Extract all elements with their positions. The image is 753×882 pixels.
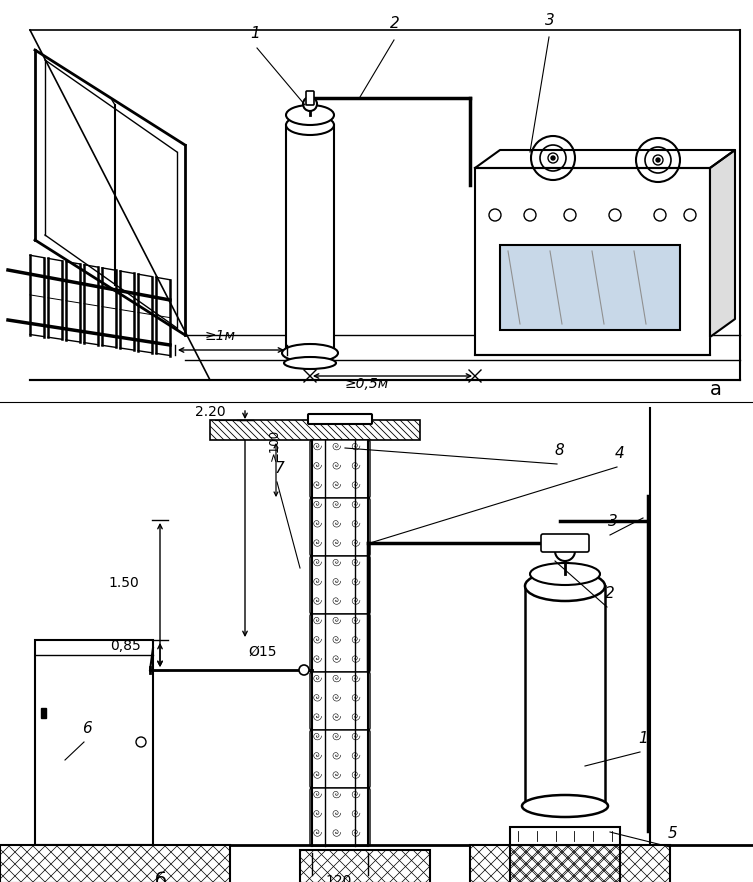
Circle shape [524, 209, 536, 221]
Text: 2: 2 [390, 16, 400, 31]
Bar [0, 845, 230, 882]
Text: 6: 6 [82, 721, 92, 736]
Text: 2.20: 2.20 [195, 405, 226, 419]
Bar [41, 708, 46, 718]
FancyBboxPatch shape [310, 498, 370, 556]
Text: 8: 8 [555, 443, 565, 458]
Text: 120: 120 [325, 874, 352, 882]
Circle shape [136, 737, 146, 747]
Circle shape [555, 541, 575, 561]
Polygon shape [710, 150, 735, 337]
Bar [510, 845, 620, 882]
Bar [35, 640, 153, 845]
FancyBboxPatch shape [306, 91, 314, 105]
Ellipse shape [286, 115, 334, 135]
Text: 1.50: 1.50 [108, 576, 139, 590]
FancyBboxPatch shape [310, 672, 370, 730]
FancyBboxPatch shape [310, 730, 370, 788]
Bar [300, 850, 430, 882]
Circle shape [656, 158, 660, 162]
FancyBboxPatch shape [308, 414, 372, 424]
Bar [300, 850, 430, 882]
Bar [510, 827, 620, 845]
Circle shape [654, 209, 666, 221]
FancyBboxPatch shape [310, 614, 370, 672]
Circle shape [684, 209, 696, 221]
Circle shape [551, 156, 555, 160]
Bar [470, 845, 670, 882]
Text: ≥1м: ≥1м [205, 329, 236, 343]
Circle shape [303, 97, 317, 111]
Bar [0, 845, 230, 882]
Text: 1: 1 [250, 26, 260, 41]
Bar [210, 420, 420, 440]
Bar [210, 420, 420, 440]
FancyBboxPatch shape [310, 788, 370, 846]
Text: 4: 4 [615, 446, 625, 461]
Bar [470, 845, 670, 882]
Circle shape [489, 209, 501, 221]
Ellipse shape [284, 357, 336, 369]
FancyBboxPatch shape [310, 556, 370, 614]
Text: 5: 5 [668, 826, 678, 841]
Text: 1: 1 [638, 731, 648, 746]
Text: ≥0,5м: ≥0,5м [345, 377, 389, 391]
Circle shape [299, 665, 309, 675]
Ellipse shape [522, 795, 608, 817]
Ellipse shape [282, 344, 338, 362]
Ellipse shape [530, 563, 600, 585]
Ellipse shape [286, 105, 334, 125]
Bar [525, 586, 605, 806]
FancyBboxPatch shape [541, 534, 589, 552]
Bar [500, 245, 680, 330]
Bar [510, 845, 620, 882]
Text: 2: 2 [605, 586, 614, 601]
Text: 7: 7 [275, 461, 285, 476]
Text: Ø15: Ø15 [248, 645, 276, 659]
Polygon shape [475, 150, 735, 168]
Text: 0,85: 0,85 [110, 639, 141, 653]
Bar [475, 168, 710, 355]
Bar [286, 125, 334, 353]
Text: 3: 3 [545, 13, 555, 28]
Text: 3: 3 [608, 514, 617, 529]
FancyBboxPatch shape [310, 440, 370, 498]
Text: б: б [155, 872, 167, 882]
Text: a: a [710, 380, 722, 399]
Circle shape [564, 209, 576, 221]
Text: ≥100: ≥100 [268, 429, 281, 461]
Circle shape [609, 209, 621, 221]
Ellipse shape [525, 571, 605, 601]
